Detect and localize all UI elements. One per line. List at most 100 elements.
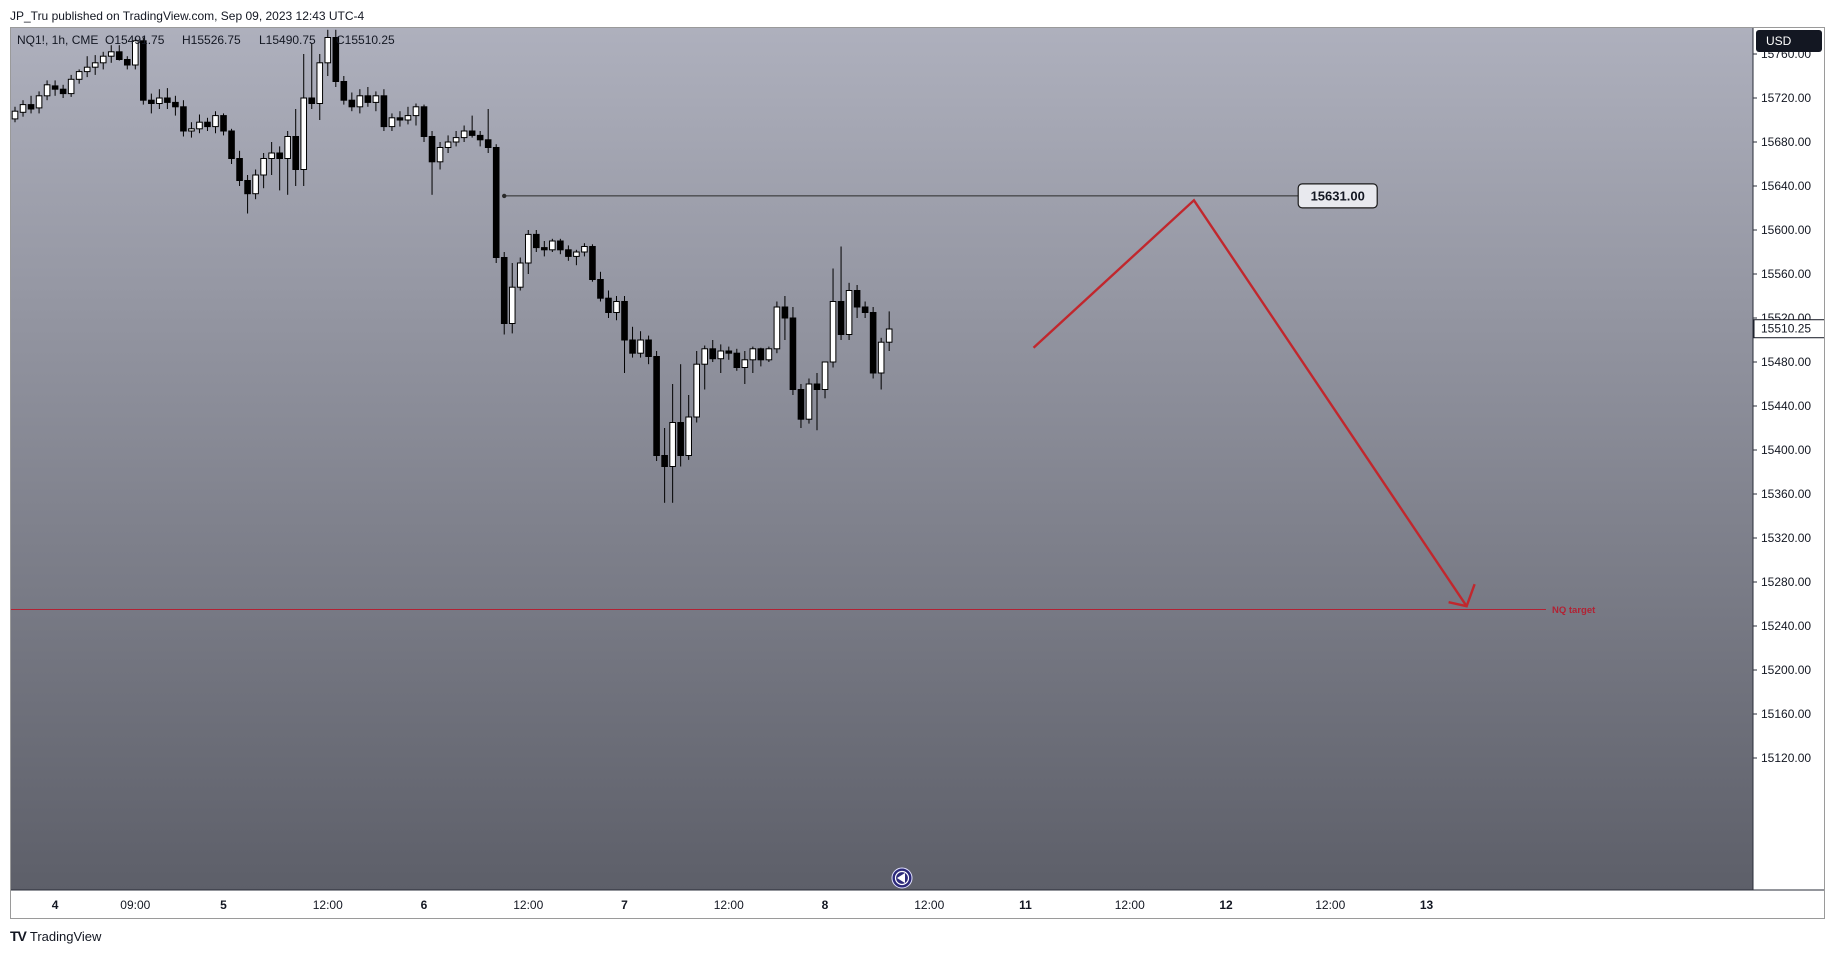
candle: [717, 344, 725, 373]
candle-body-down: [348, 99, 356, 108]
candle: [637, 331, 644, 358]
candle-body-up: [412, 106, 420, 117]
candle-body-up: [43, 84, 51, 97]
candle: [43, 80, 51, 101]
currency-badge[interactable]: USD: [1756, 30, 1822, 52]
candle-body-down: [308, 97, 316, 104]
candle: [380, 89, 388, 131]
candle-body-up: [524, 233, 532, 264]
level-line-anchor[interactable]: [502, 193, 507, 199]
candle-body-up: [845, 290, 853, 335]
candle-body-up: [132, 40, 139, 66]
candle: [180, 100, 187, 137]
candle-body-down: [220, 115, 227, 132]
legend-low: L15490.75: [259, 33, 316, 47]
candle: [91, 55, 99, 75]
legend-open: O15491.75: [105, 33, 165, 47]
candle: [420, 104, 428, 142]
candle: [613, 296, 620, 321]
plot-background: [11, 28, 1753, 890]
candle-body-up: [196, 121, 203, 130]
candle-body-up: [356, 95, 364, 108]
candle-body-up: [212, 115, 219, 128]
y-tick-label: 15120.00: [1761, 751, 1811, 765]
candle-body-down: [861, 306, 869, 313]
candle-body-up: [805, 383, 813, 420]
last-price-box: [1753, 319, 1824, 339]
candle-body-up: [67, 78, 75, 95]
replay-icon[interactable]: [891, 867, 913, 889]
candle: [67, 74, 75, 97]
time-axis-background: [11, 890, 1824, 918]
time-axis[interactable]: 4 09:00 5 12:00 6 12:00 7 12:00 8 12:00 11 12:00 12 1…: [52, 898, 1434, 912]
tradingview-logo-icon: TV: [10, 928, 27, 944]
candle: [364, 87, 372, 107]
candle-body-up: [685, 416, 692, 456]
candle-body-down: [853, 290, 861, 308]
candle: [404, 106, 412, 125]
candle: [412, 103, 420, 126]
candle-body-down: [396, 117, 404, 121]
candle-body-up: [877, 341, 885, 374]
candle: [196, 114, 203, 134]
candle: [725, 346, 733, 360]
y-tick-label: 15360.00: [1761, 487, 1811, 501]
drawings-group: 15631.00 NQ target: [11, 183, 1596, 616]
candle-body-down: [621, 301, 628, 341]
candle: [316, 54, 324, 120]
candle-body-up: [75, 71, 83, 80]
price-axis[interactable]: 15120.00 15160.00 15200.00 15240.00 15280.00…: [1753, 28, 1825, 765]
candle: [59, 84, 67, 98]
candle: [653, 351, 660, 461]
y-tick-label: 15560.00: [1761, 267, 1811, 281]
chart-frame[interactable]: 15631.00 NQ target 15120.00 15160.00 15200.…: [10, 27, 1825, 919]
candlestick-chart[interactable]: 15631.00 NQ target 15120.00 15160.00 15200.…: [11, 28, 1825, 919]
candle-body-down: [204, 121, 211, 128]
candle: [709, 340, 717, 362]
y-tick-label: 15680.00: [1761, 135, 1811, 149]
candle-body-up: [91, 62, 99, 68]
candle-body-down: [148, 99, 155, 104]
level-label-box: [1297, 183, 1378, 209]
candle: [837, 246, 845, 340]
candle-body-down: [533, 233, 540, 249]
candle: [821, 361, 829, 399]
candle-body-up: [284, 136, 291, 159]
candle: [75, 69, 83, 84]
candle: [244, 175, 251, 214]
x-tick-label: 8: [822, 898, 829, 912]
candle-body-down: [733, 352, 741, 369]
candle-body-down: [484, 139, 492, 149]
candle: [99, 51, 107, 70]
candle: [396, 111, 404, 127]
candle: [340, 76, 348, 105]
y-tick-label: 15160.00: [1761, 707, 1811, 721]
y-tick-label: 15200.00: [1761, 663, 1811, 677]
candle-body-down: [725, 350, 733, 354]
candle-body-down: [172, 101, 179, 108]
candle: [813, 373, 821, 431]
candle-body-down: [589, 246, 596, 280]
candle-body-down: [164, 97, 171, 103]
candle-body-up: [444, 141, 452, 148]
x-tick-label: 12:00: [714, 898, 744, 912]
candle-body-up: [35, 95, 43, 109]
candle-body-down: [244, 180, 251, 195]
candle-body-up: [99, 55, 107, 64]
candle-body-up: [821, 361, 829, 390]
candle-body-up: [300, 97, 308, 170]
candle: [749, 346, 757, 373]
candle: [324, 29, 332, 76]
candle-body-down: [428, 136, 436, 163]
candle: [589, 244, 596, 282]
candle: [701, 345, 709, 390]
candle: [533, 230, 540, 252]
projection-arrow[interactable]: [1032, 198, 1468, 607]
candle: [220, 113, 227, 136]
candle-body-down: [557, 240, 564, 251]
candle-body-down: [380, 95, 388, 128]
x-tick-label: 6: [421, 898, 428, 912]
candle-body-up: [404, 115, 412, 121]
candle: [500, 252, 508, 335]
legend-high: H15526.75: [182, 33, 241, 47]
